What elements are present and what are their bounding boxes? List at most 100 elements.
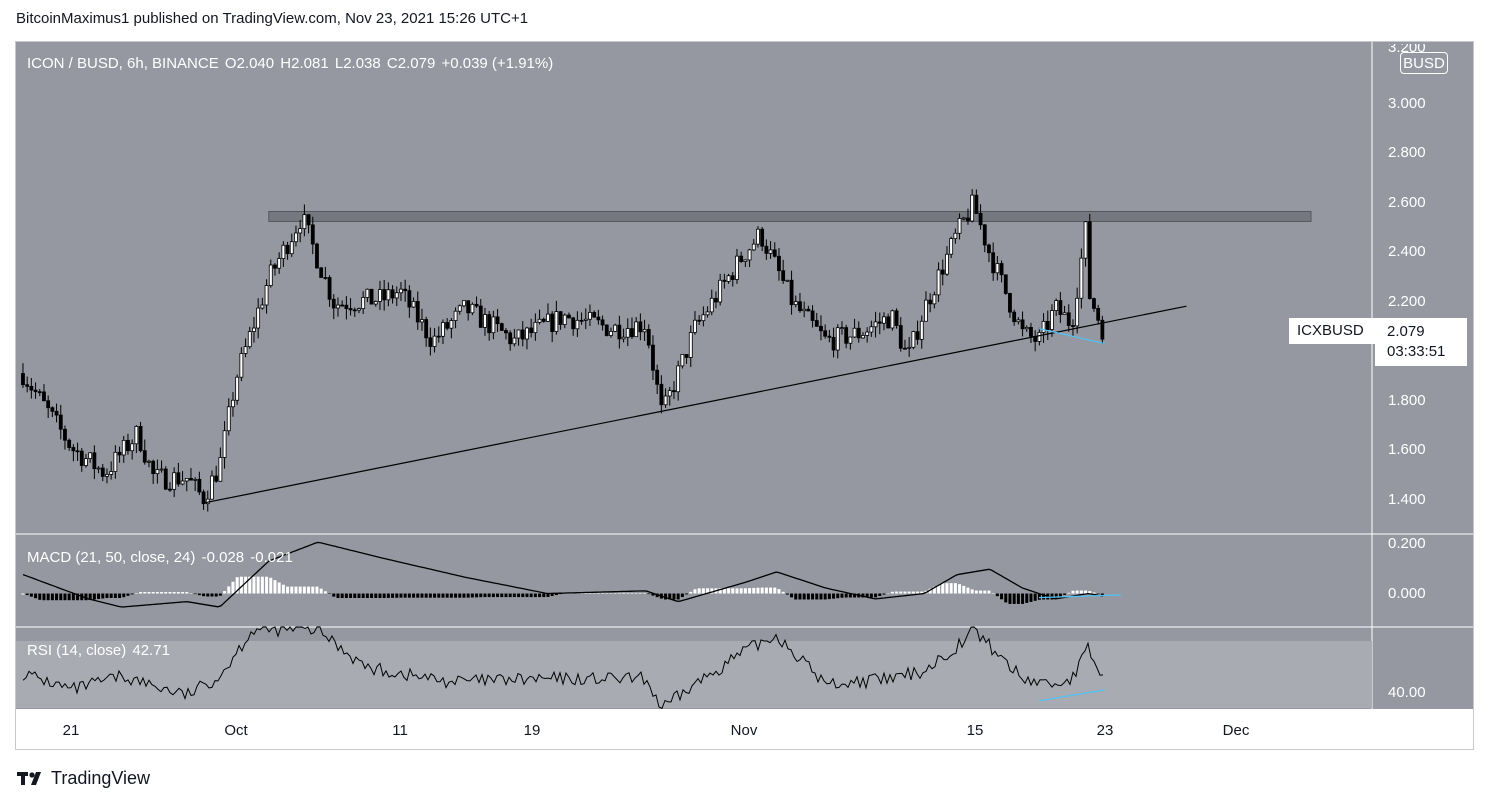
macd-histogram-bar: [718, 588, 722, 594]
macd-histogram-bar: [542, 593, 546, 598]
candle-body: [378, 289, 382, 302]
candle-body: [1100, 319, 1105, 340]
macd-histogram-bar: [105, 593, 109, 598]
rsi-value: 42.71: [132, 642, 170, 659]
candle-body: [793, 301, 798, 306]
candle-body: [903, 347, 907, 350]
candle-body: [100, 467, 105, 477]
candle-body: [75, 450, 80, 453]
candle-body: [579, 319, 584, 322]
candle-body: [743, 259, 748, 262]
candle-body: [222, 430, 227, 458]
macd-histogram-bar: [890, 591, 894, 594]
macd-histogram-bar: [290, 586, 294, 594]
macd-histogram-bar: [823, 593, 827, 600]
candle-body: [189, 478, 193, 481]
candle-body: [142, 450, 147, 463]
macd-histogram-bar: [815, 593, 819, 600]
candle-body: [495, 316, 500, 325]
candle-body: [802, 308, 807, 312]
macd-histogram-bar: [995, 593, 999, 597]
candle-body: [197, 478, 202, 493]
candle-body: [529, 327, 534, 334]
candle-body: [369, 288, 374, 305]
macd-histogram-bar: [168, 592, 172, 594]
candle-body: [856, 327, 861, 339]
macd-histogram-bar: [790, 593, 794, 598]
candle-body: [932, 294, 937, 305]
candle-body: [928, 299, 933, 305]
currency-tag[interactable]: BUSD: [1400, 52, 1448, 74]
candle-body: [508, 332, 513, 345]
candle-body: [340, 304, 345, 307]
candle-body: [483, 314, 487, 328]
candle-body: [96, 467, 101, 470]
macd-histogram-bar: [508, 593, 512, 598]
chart-frame[interactable]: [15, 41, 1474, 750]
macd-histogram-bar: [122, 593, 126, 598]
candle-body: [33, 389, 38, 393]
candle-body: [155, 469, 160, 475]
candle-body: [882, 316, 886, 324]
macd-histogram-bar: [773, 587, 777, 594]
macd-histogram-bar: [554, 593, 558, 596]
candle-body: [214, 475, 219, 482]
candle-body: [806, 308, 811, 312]
candle-body: [92, 452, 97, 470]
macd-histogram-bar: [109, 593, 113, 598]
macd-histogram-bar: [756, 587, 760, 594]
macd-histogram-bar: [794, 593, 798, 600]
macd-histogram-bar: [533, 593, 537, 598]
macd-histogram-bar: [231, 581, 235, 594]
macd-histogram-bar: [647, 593, 651, 595]
candle-body: [961, 217, 966, 220]
macd-histogram-bar: [958, 584, 962, 594]
candle-body: [810, 310, 815, 321]
candle-body: [592, 312, 597, 318]
macd-histogram-bar: [206, 593, 210, 597]
candle-body: [193, 478, 198, 481]
candle-body: [441, 322, 445, 337]
candle-body: [218, 457, 223, 482]
macd-histogram-bar: [437, 593, 441, 598]
legend-open-label: O: [224, 55, 237, 72]
macd-histogram-bar: [176, 592, 180, 594]
candle-body: [21, 373, 25, 386]
candle-body: [600, 319, 605, 326]
macd-histogram-bar: [445, 593, 449, 598]
candle-body: [151, 460, 156, 475]
macd-histogram-bar: [1079, 590, 1083, 594]
macd-axis-label: 0.200: [1388, 535, 1426, 552]
time-label: 19: [523, 722, 541, 739]
macd-histogram-bar: [949, 583, 953, 594]
macd-histogram-bar: [848, 593, 852, 598]
macd-histogram-bar: [878, 593, 882, 596]
macd-histogram-bar: [693, 589, 697, 594]
macd-histogram-bar: [273, 580, 277, 594]
candle-body: [814, 320, 819, 327]
tradingview-logo[interactable]: TradingView: [17, 767, 150, 789]
macd-histogram-bar: [239, 576, 243, 594]
candle-body: [336, 304, 340, 309]
macd-histogram-bar: [101, 593, 105, 599]
candle-body: [638, 321, 643, 333]
macd-histogram-bar: [63, 593, 67, 601]
candle-body: [327, 277, 332, 300]
candle-body: [1079, 257, 1084, 299]
macd-histogram-bar: [517, 593, 521, 598]
candle-body: [252, 327, 256, 332]
candle-body: [58, 414, 63, 430]
candle-body: [126, 439, 130, 452]
candle-body: [651, 344, 655, 371]
macd-histogram-bar: [202, 593, 206, 597]
macd-histogram-bar: [1058, 593, 1062, 597]
candle-body: [953, 232, 958, 239]
time-label: 15: [966, 722, 984, 739]
macd-histogram-bar: [861, 593, 865, 598]
macd-histogram-bar: [1029, 593, 1033, 602]
candle-body: [180, 480, 185, 485]
macd-histogram-bar: [433, 593, 437, 598]
macd-line: [22, 541, 1104, 608]
candle-body: [310, 224, 315, 245]
